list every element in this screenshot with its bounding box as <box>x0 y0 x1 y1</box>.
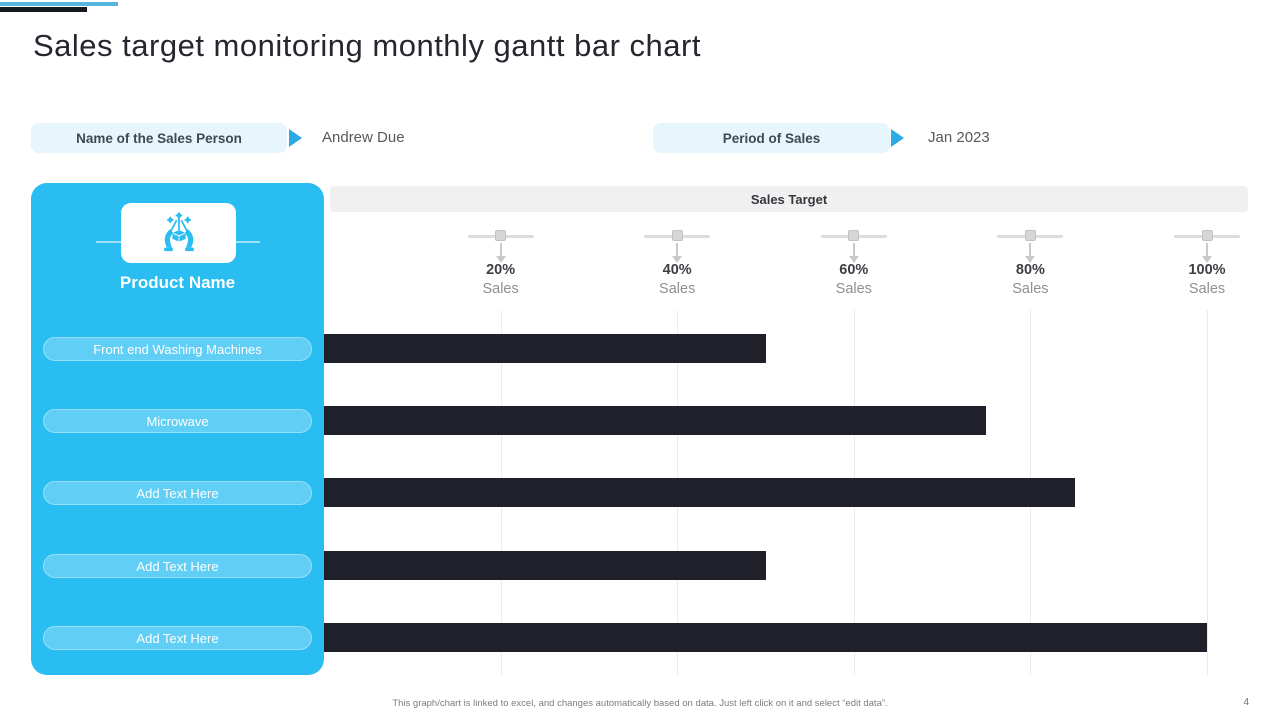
tick-percent: 60% <box>839 262 869 278</box>
product-name-panel: Product Name Front end Washing Machines M… <box>31 183 324 675</box>
axis-tick-label: 80% Sales <box>985 261 1075 299</box>
chart-gridline <box>1207 310 1208 675</box>
axis-tick-label: 40% Sales <box>632 261 722 299</box>
down-arrow-icon <box>672 256 683 263</box>
slider-handle[interactable] <box>848 230 860 241</box>
product-item-pill[interactable]: Microwave <box>43 409 312 433</box>
axis-tick-label: 60% Sales <box>809 261 899 299</box>
gantt-bar[interactable] <box>324 551 766 580</box>
page-number: 4 <box>1243 697 1249 708</box>
period-of-sales-value[interactable]: Jan 2023 <box>928 129 990 146</box>
gantt-bar[interactable] <box>324 406 987 435</box>
tick-sublabel: Sales <box>1012 281 1049 297</box>
slider-handle[interactable] <box>495 230 507 241</box>
gantt-bar[interactable] <box>324 478 1075 507</box>
tick-percent: 80% <box>1015 262 1045 278</box>
chart-title-bar: Sales Target <box>330 186 1248 212</box>
top-left-accent-line-blue <box>0 2 118 6</box>
footer-note: This graph/chart is linked to excel, and… <box>392 698 888 709</box>
sales-person-value[interactable]: Andrew Due <box>322 129 405 146</box>
tick-percent: 100% <box>1188 262 1226 278</box>
tick-sublabel: Sales <box>835 281 872 297</box>
gantt-bar[interactable] <box>324 623 1207 652</box>
page-title: Sales target monitoring monthly gantt ba… <box>33 28 701 63</box>
down-arrow-icon <box>1029 243 1032 256</box>
product-name-header: Product Name <box>119 273 236 292</box>
tick-sublabel: Sales <box>482 281 519 297</box>
gantt-bar[interactable] <box>324 334 766 363</box>
down-arrow-icon <box>1025 256 1036 263</box>
period-of-sales-label: Period of Sales <box>653 123 890 153</box>
axis-tick-label: 20% Sales <box>456 261 546 299</box>
product-item-pill[interactable]: Add Text Here <box>43 554 312 578</box>
sales-person-label: Name of the Sales Person <box>31 123 287 153</box>
right-arrow-icon <box>289 129 302 147</box>
slider-handle[interactable] <box>1201 230 1213 241</box>
down-arrow-icon <box>1206 243 1208 256</box>
tick-percent: 40% <box>662 262 692 278</box>
product-item-pill[interactable]: Front end Washing Machines <box>43 337 312 361</box>
tick-sublabel: Sales <box>659 281 696 297</box>
tick-percent: 20% <box>486 262 516 278</box>
down-arrow-icon <box>499 243 502 256</box>
product-item-pill[interactable]: Add Text Here <box>43 481 312 505</box>
top-left-accent-line-dark <box>0 7 87 12</box>
down-arrow-icon <box>676 243 679 256</box>
slider-handle[interactable] <box>1024 230 1036 241</box>
hands-presenting-gift-icon <box>151 209 207 258</box>
right-arrow-icon <box>891 129 904 147</box>
icon-card <box>121 203 236 263</box>
gantt-bar-chart[interactable]: Sales Target 20% Sales 40% Sales 60% Sales 80%… <box>324 183 1248 675</box>
down-arrow-icon <box>852 243 855 256</box>
product-item-pill[interactable]: Add Text Here <box>43 626 312 650</box>
axis-tick-label: 100% Sales <box>1162 261 1252 299</box>
down-arrow-icon <box>495 256 506 263</box>
tick-sublabel: Sales <box>1188 281 1226 297</box>
down-arrow-icon <box>848 256 859 263</box>
down-arrow-icon <box>1202 256 1212 263</box>
slider-handle[interactable] <box>671 230 683 241</box>
